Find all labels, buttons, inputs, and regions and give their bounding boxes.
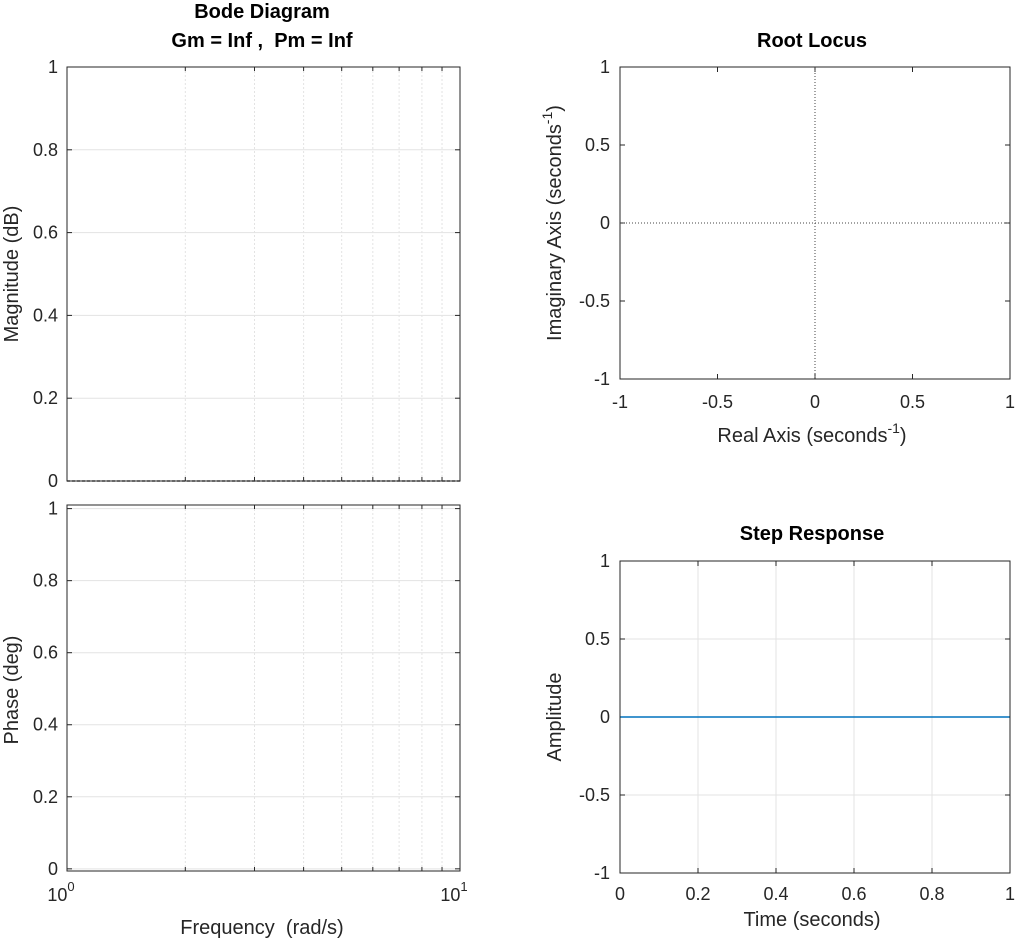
y-tick-label: 0 [48,471,58,491]
y-tick-label: 0.6 [33,223,58,243]
y-tick-label: 0.4 [33,305,58,325]
bode-subtitle: Gm = Inf , Pm = Inf [171,30,352,52]
x-tick-label: 100 [47,879,74,905]
bode-magnitude-axes: 0 0.2 0.4 0.6 0.8 1 Magnitude (dB) [1,57,461,491]
x-tick-label: 0.4 [763,884,788,904]
step-response-ylabel: Amplitude [544,673,566,762]
bode-magnitude-grid [67,66,460,482]
y-tick-label: 0.5 [585,135,610,155]
x-tick-label: 0.2 [685,884,710,904]
x-tick-exp: 0 [67,879,74,894]
root-locus-axes: -1 -0.5 0 0.5 1 -1 -0.5 0 0.5 1 Real Axis (second… [539,57,1015,447]
bode-magnitude-ylabel: Magnitude (dB) [1,206,23,343]
bode-magnitude-frame [66,66,461,482]
bode-phase-xlabel: Frequency (rad/s) [180,917,343,939]
y-tick-label: 0 [48,859,58,879]
x-tick-label: -0.5 [702,392,733,412]
root-locus-xlabel-text: Real Axis (seconds [717,425,887,447]
y-tick-label: 1 [600,57,610,77]
y-tick-label: -1 [594,369,610,389]
y-tick-label: -0.5 [579,785,610,805]
y-tick-label: 0.6 [33,643,58,663]
step-response-axes: 0 0.2 0.4 0.6 0.8 1 -1 -0.5 0 0.5 1 Amplitude Time… [544,551,1015,931]
y-tick-label: 0.4 [33,715,58,735]
x-tick-label: 0.6 [841,884,866,904]
root-locus-xlabel: Real Axis (seconds-1) [717,420,906,447]
y-tick-label: 0 [600,213,610,233]
x-tick-label: 0.5 [900,392,925,412]
root-locus-xlabel-close: ) [900,425,907,447]
root-locus-ylabel-close: ) [544,105,566,112]
y-tick-label: 1 [48,57,58,77]
x-tick-exp: 1 [460,879,467,894]
step-response-ticks: 0 0.2 0.4 0.6 0.8 1 -1 -0.5 0 0.5 1 [579,551,1015,904]
x-tick-label: 0.8 [919,884,944,904]
bode-phase-frame [66,504,461,872]
x-tick-label: 1 [1005,884,1015,904]
x-tick-label: 1 [1005,392,1015,412]
root-locus-title: Root Locus [757,30,867,52]
root-locus-ticks: -1 -0.5 0 0.5 1 -1 -0.5 0 0.5 1 [579,57,1015,412]
step-response-frame [619,560,1011,874]
y-tick-label: 0.2 [33,388,58,408]
root-locus-ylabel-sup: -1 [539,112,555,125]
x-tick-label: 0 [615,884,625,904]
root-locus-ylabel-text: Imaginary Axis (seconds [544,124,566,341]
y-tick-label: 1 [48,499,58,519]
y-tick-label: 0.2 [33,787,58,807]
root-locus-frame [619,66,1011,380]
step-response-title: Step Response [740,523,884,545]
y-tick-label: 0.8 [33,140,58,160]
x-tick-label: 0 [810,392,820,412]
bode-phase-ylabel: Phase (deg) [1,636,23,745]
y-tick-label: 1 [600,551,610,571]
y-tick-label: 0.5 [585,629,610,649]
x-tick-label: -1 [612,392,628,412]
x-tick-base: 10 [440,885,460,905]
root-locus-ylabel: Imaginary Axis (seconds-1) [539,105,566,341]
step-response-xlabel: Time (seconds) [743,909,880,931]
bode-title: Bode Diagram [194,1,330,23]
y-tick-label: 0.8 [33,571,58,591]
y-tick-label: -0.5 [579,291,610,311]
x-tick-base: 10 [47,885,67,905]
bode-magnitude-ticks: 0 0.2 0.4 0.6 0.8 1 [33,57,460,491]
y-tick-label: 0 [600,707,610,727]
x-tick-label: 101 [440,879,467,905]
root-locus-reference-lines [620,67,1010,379]
bode-phase-grid [67,505,460,871]
y-tick-label: -1 [594,863,610,883]
root-locus-xlabel-sup: -1 [887,420,900,436]
